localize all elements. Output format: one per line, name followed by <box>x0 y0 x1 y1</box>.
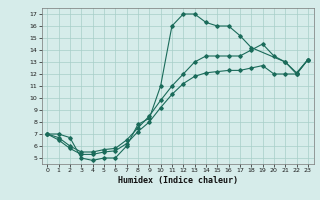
X-axis label: Humidex (Indice chaleur): Humidex (Indice chaleur) <box>118 176 237 185</box>
